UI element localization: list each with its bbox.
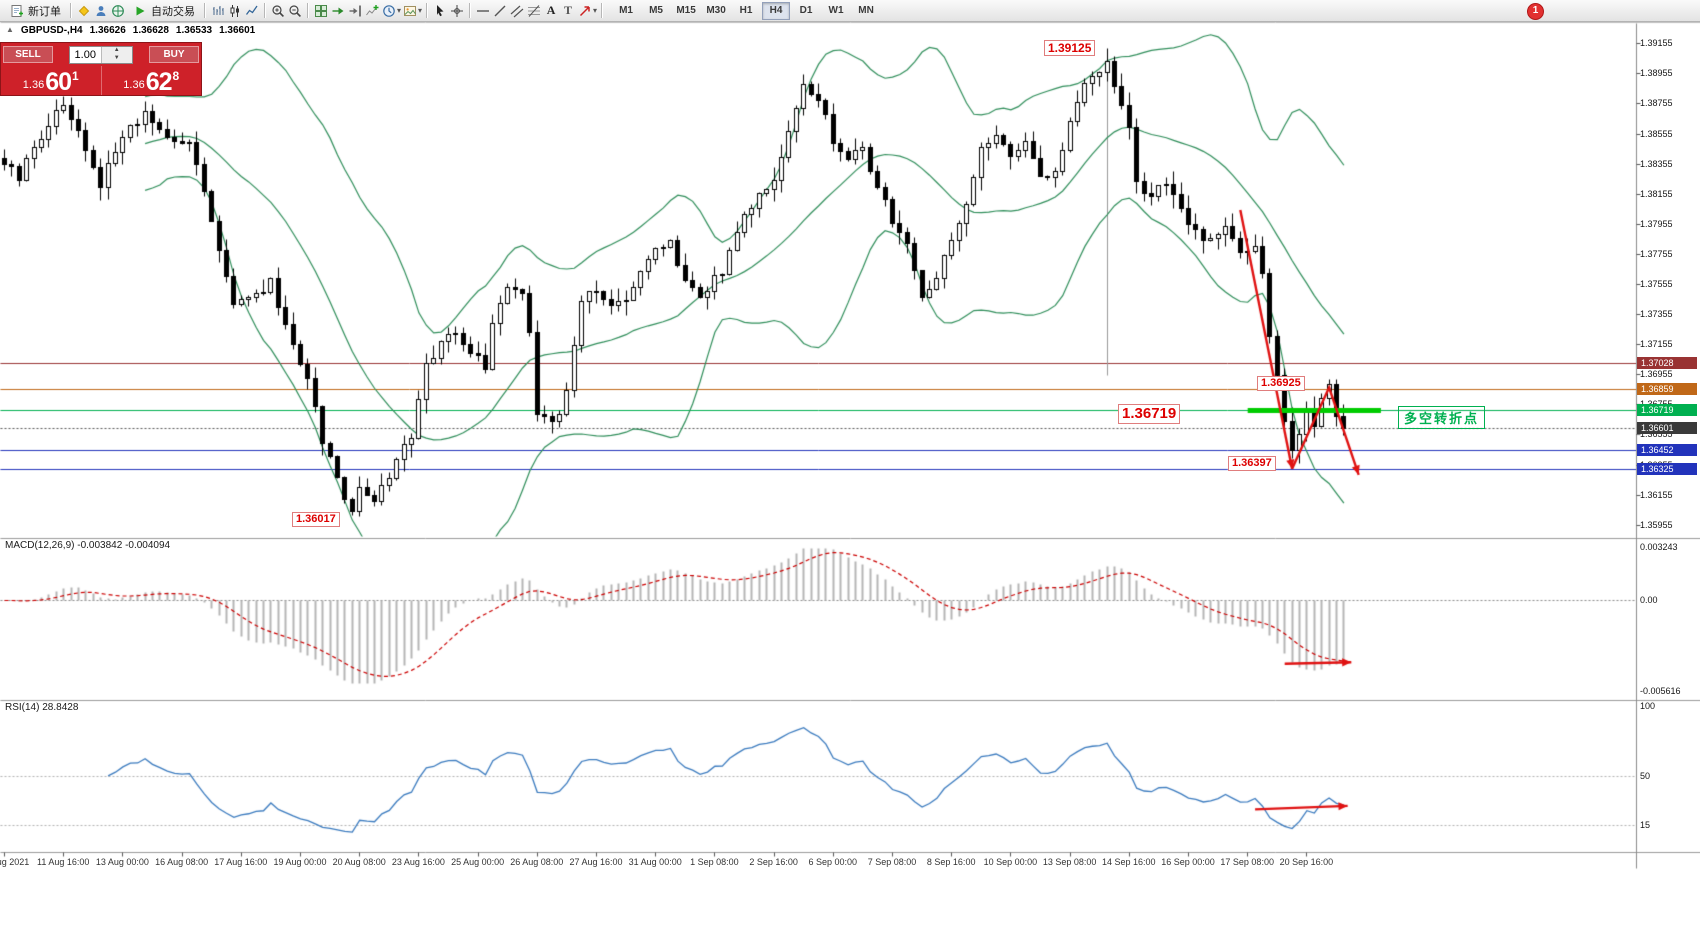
template-icon[interactable] [402,3,418,19]
template-caret-icon[interactable]: ▾ [418,6,423,15]
one-click-trading-panel: SELL 1.00 ▲ ▼ BUY 1.36 60 1 1.36 62 8 [0,42,202,96]
timeframe-m30[interactable]: M30 [706,4,726,16]
toolbar-separator [70,3,72,18]
bar-close-value: 1.36601 [219,25,256,36]
toolbar: 新订单 自动交易 ▾ [0,0,1700,22]
line-chart-icon[interactable] [244,3,260,19]
volume-input[interactable]: 1.00 ▲ ▼ [69,45,133,64]
buy-button[interactable]: BUY [149,46,199,63]
new-order-icon [9,3,25,19]
timeframe-h4[interactable]: H4 [762,1,791,20]
tile-windows-icon[interactable] [313,3,329,19]
timeframe-m15[interactable]: M15 [676,4,696,16]
symbol-info-bar: ▲ GBPUSD-,H4 1.36626 1.36628 1.36533 1.3… [6,25,255,36]
zoom-out-icon[interactable] [287,3,303,19]
toolbar-separator [601,3,604,18]
market-watch-icon[interactable] [76,3,92,19]
volume-down-icon[interactable]: ▼ [101,54,132,63]
navigator-icon[interactable] [93,3,109,19]
timeframe-h1[interactable]: H1 [739,4,753,16]
volume-spinner: ▲ ▼ [100,46,132,63]
autotrading-label: 自动交易 [151,5,195,18]
zoom-in-icon[interactable] [270,3,286,19]
sell-price[interactable]: 1.36 60 1 [1,66,101,95]
timeframe-group: M1 M5 M15 M30 H1 H4 D1 W1 MN [611,1,881,20]
terminal-icon[interactable] [110,3,126,19]
arrow-shapes-icon[interactable] [577,3,593,19]
periods-icon[interactable] [381,3,397,19]
indicators-icon[interactable] [364,3,380,19]
text-tool-icon[interactable]: A [546,3,556,17]
sell-price-pip: 1 [72,69,79,83]
arrow-shapes-caret-icon: ▾ [593,6,598,15]
chart-shift-icon[interactable] [347,3,363,19]
one-click-collapse-icon[interactable]: ▲ [6,25,14,34]
auto-scroll-icon[interactable] [330,3,346,19]
label-tool-icon[interactable]: T [564,3,573,17]
autotrading-button[interactable]: 自动交易 [127,0,200,21]
toolbar-separator [204,3,206,18]
bar-high-value: 1.36628 [132,25,169,36]
buy-price-big: 62 [145,68,173,96]
toolbar-separator [264,3,266,18]
toolbar-separator [469,3,472,18]
symbol-title: GBPUSD-,H4 [20,25,83,36]
bar-low-value: 1.36533 [175,25,213,36]
new-order-button[interactable]: 新订单 [4,0,66,21]
toolbar-separator [307,3,309,18]
cursor-icon[interactable] [432,3,448,19]
volume-up-icon[interactable]: ▲ [101,46,132,55]
timeframe-mn[interactable]: MN [858,4,874,16]
sell-button[interactable]: SELL [3,46,53,63]
fibonacci-tool-icon[interactable] [526,3,542,19]
autotrading-play-icon [132,3,148,19]
timeframe-m1[interactable]: M1 [619,4,633,16]
new-order-label: 新订单 [28,5,61,18]
bar-open-value: 1.36626 [89,25,126,36]
candlestick-chart-icon[interactable] [227,3,243,19]
macd-title: MACD(12,26,9) -0.003842 -0.004094 [5,540,171,551]
trendline-tool-icon[interactable] [492,3,508,19]
timeframe-d1[interactable]: D1 [799,4,813,16]
buy-price-prefix: 1.36 [123,79,145,91]
timeframe-w1[interactable]: W1 [828,4,844,16]
bar-chart-icon[interactable] [210,3,226,19]
notification-badge[interactable]: 1 [1527,3,1544,20]
rsi-title: RSI(14) 28.8428 [5,702,79,713]
periods-caret-icon[interactable]: ▾ [397,6,402,15]
channel-tool-icon[interactable] [509,3,525,19]
sell-price-prefix: 1.36 [22,79,45,91]
sell-price-big: 60 [45,68,72,96]
volume-value: 1.00 [74,48,96,61]
timeframe-m5[interactable]: M5 [649,4,663,16]
toolbar-separator [426,3,429,18]
buy-price[interactable]: 1.36 62 8 [100,66,202,96]
hline-tool-icon[interactable] [475,3,491,19]
crosshair-icon[interactable] [449,3,465,19]
buy-price-pip: 8 [172,69,180,83]
